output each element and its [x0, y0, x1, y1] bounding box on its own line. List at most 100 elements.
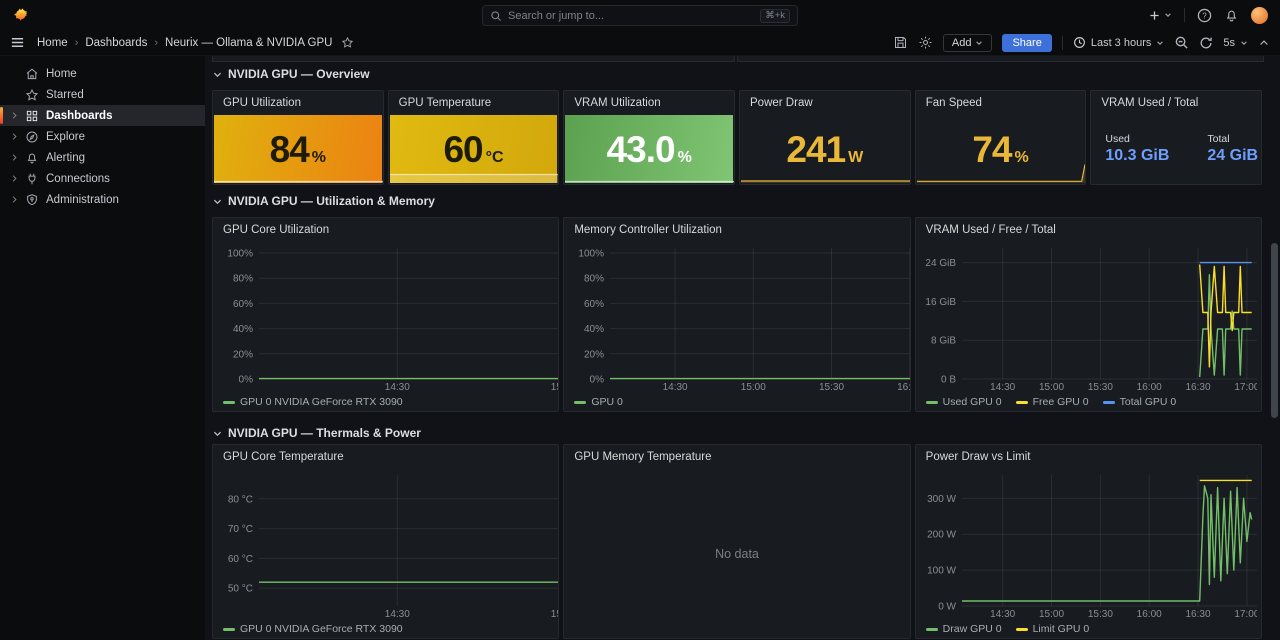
sidebar-item-connections[interactable]: Connections: [0, 168, 205, 189]
dashboard-settings-icon[interactable]: [918, 35, 933, 50]
stat-values: Used 10.3 GiB Total 24 GiB: [1092, 133, 1260, 165]
svg-text:50 °C: 50 °C: [228, 584, 253, 595]
user-avatar[interactable]: [1251, 6, 1268, 24]
clipped-panel-above: [212, 55, 735, 62]
panel-title[interactable]: GPU Core Utilization: [223, 224, 330, 236]
breadcrumb-home[interactable]: Home: [37, 36, 68, 49]
sidebar-item-home[interactable]: Home: [0, 63, 205, 84]
breadcrumb-dashboards[interactable]: Dashboards: [85, 36, 148, 49]
chart-plot[interactable]: 0%20%40%60%80%100%14:3015:0015:3016:0016…: [570, 244, 910, 393]
stat-panel-vram-utilization: VRAM Utilization 43.0%: [563, 90, 736, 185]
legend-item[interactable]: GPU 0 NVIDIA GeForce RTX 3090: [223, 396, 403, 408]
panel-title[interactable]: GPU Core Temperature: [223, 451, 344, 463]
breadcrumb: Home › Dashboards › Neurix — Ollama & NV…: [37, 36, 354, 49]
stat-value: 241 W: [786, 128, 864, 170]
share-button[interactable]: Share: [1002, 33, 1052, 52]
panel-title[interactable]: Power Draw vs Limit: [925, 451, 1031, 463]
scrollbar[interactable]: [1271, 243, 1278, 418]
collapse-toolbar-icon[interactable]: [1258, 37, 1270, 49]
legend-item[interactable]: Free GPU 0: [1015, 396, 1089, 408]
chevron-down-icon: [212, 428, 223, 439]
sidebar-item-administration[interactable]: Administration: [0, 189, 205, 210]
chart-legend: GPU 0 NVIDIA GeForce RTX 3090: [223, 396, 554, 408]
svg-text:17:00: 17:00: [1234, 609, 1257, 620]
new-menu-button[interactable]: [1148, 9, 1172, 22]
legend-item[interactable]: Total GPU 0: [1102, 396, 1176, 408]
stat-panel-gpu-temperature: GPU Temperature 60 °C: [387, 90, 560, 185]
chart-plot[interactable]: 0%20%40%60%80%100%14:3015:0015:3016:0016…: [219, 244, 559, 393]
chevron-down-icon: [212, 196, 223, 207]
legend-item[interactable]: Limit GPU 0: [1015, 623, 1089, 635]
svg-text:15:00: 15:00: [551, 382, 560, 393]
panel-vram-used-free-total: VRAM Used / Free / Total 0 B 8 GiB 16 GiB 24…: [914, 217, 1262, 412]
stat-panel-power-draw: Power Draw 241 W: [739, 90, 911, 185]
sidebar-item-alerting[interactable]: Alerting: [0, 147, 205, 168]
zoom-out-icon[interactable]: [1174, 35, 1189, 50]
home-icon: [25, 67, 46, 81]
svg-text:20%: 20%: [233, 349, 253, 360]
plus-icon: [1148, 9, 1161, 22]
svg-text:60%: 60%: [584, 299, 604, 310]
grafana-logo[interactable]: [12, 6, 29, 24]
legend-marker: [574, 400, 587, 404]
chevron-right-icon: [10, 195, 25, 204]
refresh-interval-picker[interactable]: 5s: [1223, 37, 1248, 49]
stat-value: 84%: [269, 128, 327, 170]
svg-text:14:30: 14:30: [663, 382, 688, 393]
notifications-bell-icon[interactable]: [1224, 8, 1239, 23]
panel-title[interactable]: Power Draw: [750, 97, 813, 109]
chart-plot[interactable]: 50 °C60 °C70 °C80 °C14:3015:0015:3016:00…: [219, 471, 559, 620]
no-data-message: No data: [715, 546, 759, 561]
panel-title[interactable]: VRAM Used / Total: [1101, 97, 1199, 109]
help-icon[interactable]: ?: [1197, 8, 1212, 23]
apps-icon: [25, 109, 46, 123]
sidebar-item-explore[interactable]: Explore: [0, 126, 205, 147]
legend-item[interactable]: Used GPU 0: [925, 396, 1002, 408]
time-range-picker[interactable]: Last 3 hours: [1073, 36, 1165, 49]
stat-value: 74%: [972, 128, 1029, 170]
add-panel-button[interactable]: Add: [942, 33, 993, 52]
row-header-utilization-memory[interactable]: NVIDIA GPU — Utilization & Memory: [212, 191, 435, 211]
svg-text:0 B: 0 B: [941, 375, 956, 386]
panel-title[interactable]: GPU Memory Temperature: [574, 451, 712, 463]
legend-item[interactable]: GPU 0 NVIDIA GeForce RTX 3090: [223, 623, 403, 635]
favorite-star-icon[interactable]: [341, 36, 354, 49]
chart-plot[interactable]: 0 W 100 W 200 W 300 W 14:30 15:00 15:30 16:00 16…: [922, 471, 1257, 620]
svg-text:14:30: 14:30: [990, 382, 1015, 393]
svg-text:15:00: 15:00: [1039, 609, 1064, 620]
panel-title[interactable]: Fan Speed: [925, 97, 982, 109]
search-input[interactable]: Search or jump to... ⌘+k: [482, 5, 798, 26]
charts-row-thermals: GPU Core Temperature 50 °C 60 °C 70 °C 80 °C…: [212, 444, 1262, 639]
panel-title[interactable]: GPU Utilization: [223, 97, 301, 109]
caret-down-icon: [975, 39, 983, 47]
stat-panel-gpu-utilization: GPU Utilization 84%: [212, 90, 384, 185]
stat-panel-fan-speed: Fan Speed 74%: [914, 90, 1087, 185]
dashboard-canvas: NVIDIA GPU — Overview GPU Utilization 84%…: [205, 55, 1280, 640]
svg-text:15:30: 15:30: [819, 382, 844, 393]
clipped-panel-above: [737, 55, 1264, 62]
svg-text:16:30: 16:30: [1185, 609, 1210, 620]
svg-text:0 W: 0 W: [938, 602, 956, 613]
caret-down-icon: [1156, 39, 1164, 47]
panel-title[interactable]: GPU Temperature: [398, 97, 492, 109]
legend-item[interactable]: GPU 0: [574, 396, 623, 408]
chart-plot[interactable]: 0 B 8 GiB 16 GiB 24 GiB 14:30 15:00 15:30 16:00…: [922, 244, 1257, 393]
panel-title[interactable]: VRAM Used / Free / Total: [925, 224, 1056, 236]
row-header-overview[interactable]: NVIDIA GPU — Overview: [212, 64, 370, 84]
dashboard-toolbar: Home › Dashboards › Neurix — Ollama & NV…: [0, 30, 1280, 56]
sidebar-item-dashboards[interactable]: Dashboards: [0, 105, 205, 126]
sidebar-item-label: Starred: [46, 88, 84, 101]
row-header-thermals-power[interactable]: NVIDIA GPU — Thermals & Power: [212, 423, 421, 443]
sidebar-item-starred[interactable]: Starred: [0, 84, 205, 105]
svg-text:16:30: 16:30: [1185, 382, 1210, 393]
svg-text:16:00: 16:00: [897, 382, 910, 393]
panel-title[interactable]: Memory Controller Utilization: [574, 224, 722, 236]
chart-legend: GPU 0 NVIDIA GeForce RTX 3090: [223, 623, 554, 635]
save-dashboard-icon[interactable]: [893, 35, 908, 50]
search-icon: [490, 10, 502, 22]
panel-title[interactable]: VRAM Utilization: [574, 97, 661, 109]
legend-item[interactable]: Draw GPU 0: [925, 623, 1002, 635]
refresh-icon[interactable]: [1199, 36, 1213, 50]
shield-icon: [25, 193, 46, 207]
menu-toggle-icon[interactable]: [10, 35, 25, 50]
